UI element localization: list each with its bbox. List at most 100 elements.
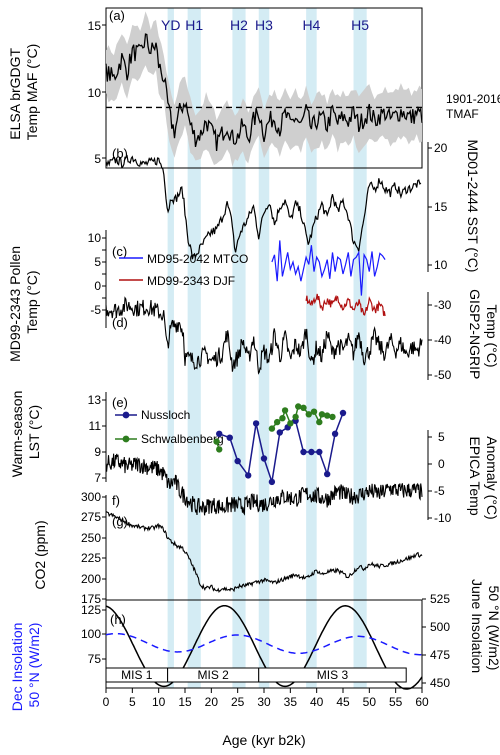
panel-c-ylabel-1: MD99-2343 Pollen bbox=[7, 246, 23, 362]
schwalbenberg-point bbox=[292, 413, 299, 421]
panel-c-ylabel-2: Temp (°C) bbox=[24, 270, 40, 333]
x-tick-label: 15 bbox=[178, 695, 192, 709]
event-label-h3: H3 bbox=[255, 17, 273, 33]
x-tick-label: 0 bbox=[103, 695, 110, 709]
panel-e-tick-9: 9 bbox=[94, 445, 101, 459]
panel-h-left-tick-125: 125 bbox=[81, 603, 101, 617]
x-tick-label: 45 bbox=[336, 695, 350, 709]
x-tick-label: 20 bbox=[205, 695, 219, 709]
panel-d-tag: (d) bbox=[112, 315, 128, 330]
schwalbenberg-point bbox=[316, 418, 323, 426]
panel-d-tick-m30: -30 bbox=[434, 298, 452, 312]
svg-text:ELSA brGDGT Temp MAF (°C: ELSA brGDGT Temp MAF (°C) bbox=[7, 44, 40, 141]
legend-nussloch-marker bbox=[122, 411, 130, 419]
panel-a-tick-5: 5 bbox=[94, 152, 101, 166]
mis-label-mis1: MIS 1 bbox=[121, 668, 153, 682]
mtco-series-line bbox=[271, 240, 386, 296]
event-label-h5: H5 bbox=[351, 17, 369, 33]
x-tick-label: 50 bbox=[363, 695, 377, 709]
svg-text:June Insolation 50 °N (W: June Insolation 50 °N (W/m2) bbox=[469, 579, 500, 677]
panel-g-tick-275: 275 bbox=[81, 510, 101, 524]
schwalbenberg-point bbox=[295, 403, 302, 410]
event-band-h1 bbox=[187, 8, 201, 688]
schwalbenberg-point bbox=[324, 412, 331, 419]
panel-d-series-line bbox=[105, 296, 423, 375]
mis-label-mis2: MIS 2 bbox=[198, 668, 230, 682]
x-tick-label: 35 bbox=[284, 695, 298, 709]
panel-h-right-tick-475: 475 bbox=[430, 648, 450, 662]
panel-a-tick-10: 10 bbox=[88, 86, 102, 100]
schwalbenberg-point bbox=[329, 413, 336, 421]
nussloch-point bbox=[324, 470, 331, 478]
panel-f-series-line bbox=[105, 453, 423, 516]
panel-c-tick-m5: -5 bbox=[90, 303, 101, 317]
legend-schwalbenberg-label: Schwalbenberg bbox=[141, 432, 224, 446]
nussloch-series-line bbox=[218, 412, 344, 483]
nussloch-point bbox=[252, 420, 260, 427]
panel-a-ylabel-1: ELSA brGDGT bbox=[7, 47, 23, 139]
panel-h-right-tick-450: 450 bbox=[430, 676, 450, 690]
panel-h-left-tick-100: 100 bbox=[81, 627, 101, 641]
nussloch-point bbox=[234, 457, 241, 465]
panel-f-tick-0: 0 bbox=[438, 457, 445, 471]
x-tick-label: 60 bbox=[415, 695, 429, 709]
svg-text:Warm-season LST (°C): Warm-season LST (°C) bbox=[9, 387, 42, 478]
panel-g: (g) 175 200 225 250 275 300 CO2 (ppm) bbox=[32, 490, 423, 606]
schwalbenberg-point bbox=[216, 446, 223, 453]
schwalbenberg-point bbox=[268, 425, 276, 432]
panel-a-tick-15: 15 bbox=[88, 19, 102, 33]
panel-e-tick-13: 13 bbox=[88, 393, 102, 407]
mis-stages: MIS 1 MIS 2 MIS 3 bbox=[105, 667, 407, 683]
panel-e-ylabel-2: LST (°C) bbox=[26, 405, 42, 459]
panel-b: (b) 10 15 20 MD01-2444 SST (°C) bbox=[105, 140, 481, 272]
nussloch-point bbox=[226, 434, 233, 441]
panel-b-tick-15: 15 bbox=[434, 200, 448, 214]
panel-g-tick-225: 225 bbox=[81, 551, 101, 565]
panel-b-tick-10: 10 bbox=[434, 258, 448, 272]
panel-h: 75 100 125 450 475 500 525 (h) Dec Insol… bbox=[9, 579, 500, 711]
panel-g-tick-200: 200 bbox=[81, 572, 101, 586]
panel-h-right-tick-500: 500 bbox=[430, 620, 450, 634]
panel-e-tick-7: 7 bbox=[94, 471, 101, 485]
event-label-h2: H2 bbox=[230, 17, 248, 33]
nussloch-point bbox=[308, 448, 315, 456]
x-tick-label: 5 bbox=[129, 695, 136, 709]
panel-c-tag: (c) bbox=[112, 244, 127, 259]
panel-h-right-ylabel-2: 50 °N (W/m2) bbox=[486, 586, 500, 671]
mis-box-mis3 bbox=[258, 667, 407, 683]
x-tick-label: 40 bbox=[310, 695, 324, 709]
svg-text:Dec Insolation 50 °N (W/: Dec Insolation 50 °N (W/m2) bbox=[9, 619, 42, 712]
schwalbenberg-point bbox=[213, 438, 220, 445]
event-band-h2 bbox=[232, 8, 246, 688]
event-band-h4 bbox=[306, 8, 317, 688]
panel-f-tick-m10: -10 bbox=[434, 511, 452, 525]
nussloch-point bbox=[339, 409, 347, 417]
event-label-h4: H4 bbox=[302, 17, 320, 33]
panel-c-tick-10: 10 bbox=[88, 231, 102, 245]
panel-g-series-line bbox=[105, 510, 423, 594]
schwalbenberg-point bbox=[279, 415, 286, 422]
nussloch-point bbox=[216, 430, 223, 437]
panel-e-ylabel-1: Warm-season bbox=[9, 391, 25, 478]
panel-e: (e) 7 9 11 13 Warm-season LST (°C) Nussl… bbox=[9, 387, 347, 486]
svg-text:MD99-2343 Pollen Temp (°: MD99-2343 Pollen Temp (°C) bbox=[7, 242, 40, 362]
panel-a-tag: (a) bbox=[109, 8, 125, 23]
panel-h-left-tick-75: 75 bbox=[88, 652, 102, 666]
nussloch-point bbox=[276, 429, 283, 436]
panel-b-tag: (b) bbox=[112, 146, 128, 161]
panel-f-tick-5: 5 bbox=[438, 430, 445, 444]
schwalbenberg-point bbox=[310, 408, 318, 415]
schwalbenberg-point bbox=[273, 418, 281, 426]
x-tick-label: 25 bbox=[231, 695, 245, 709]
panel-d-ylabel-2: Temp (°C) bbox=[484, 304, 500, 367]
x-tick-label: 30 bbox=[257, 695, 271, 709]
nussloch-point bbox=[245, 472, 252, 479]
x-axis: 0 5 10 15 20 25 30 35 40 45 50 55 60 bbox=[103, 688, 429, 709]
june-insolation-line bbox=[105, 604, 423, 690]
schwalbenberg-point bbox=[287, 420, 294, 427]
nussloch-point bbox=[268, 478, 276, 486]
panel-g-ylabel: CO2 (ppm) bbox=[32, 520, 48, 589]
panel-h-right-tick-525: 525 bbox=[430, 592, 450, 606]
panel-g-tick-300: 300 bbox=[81, 490, 101, 504]
schwalbenberg-point bbox=[318, 411, 326, 418]
